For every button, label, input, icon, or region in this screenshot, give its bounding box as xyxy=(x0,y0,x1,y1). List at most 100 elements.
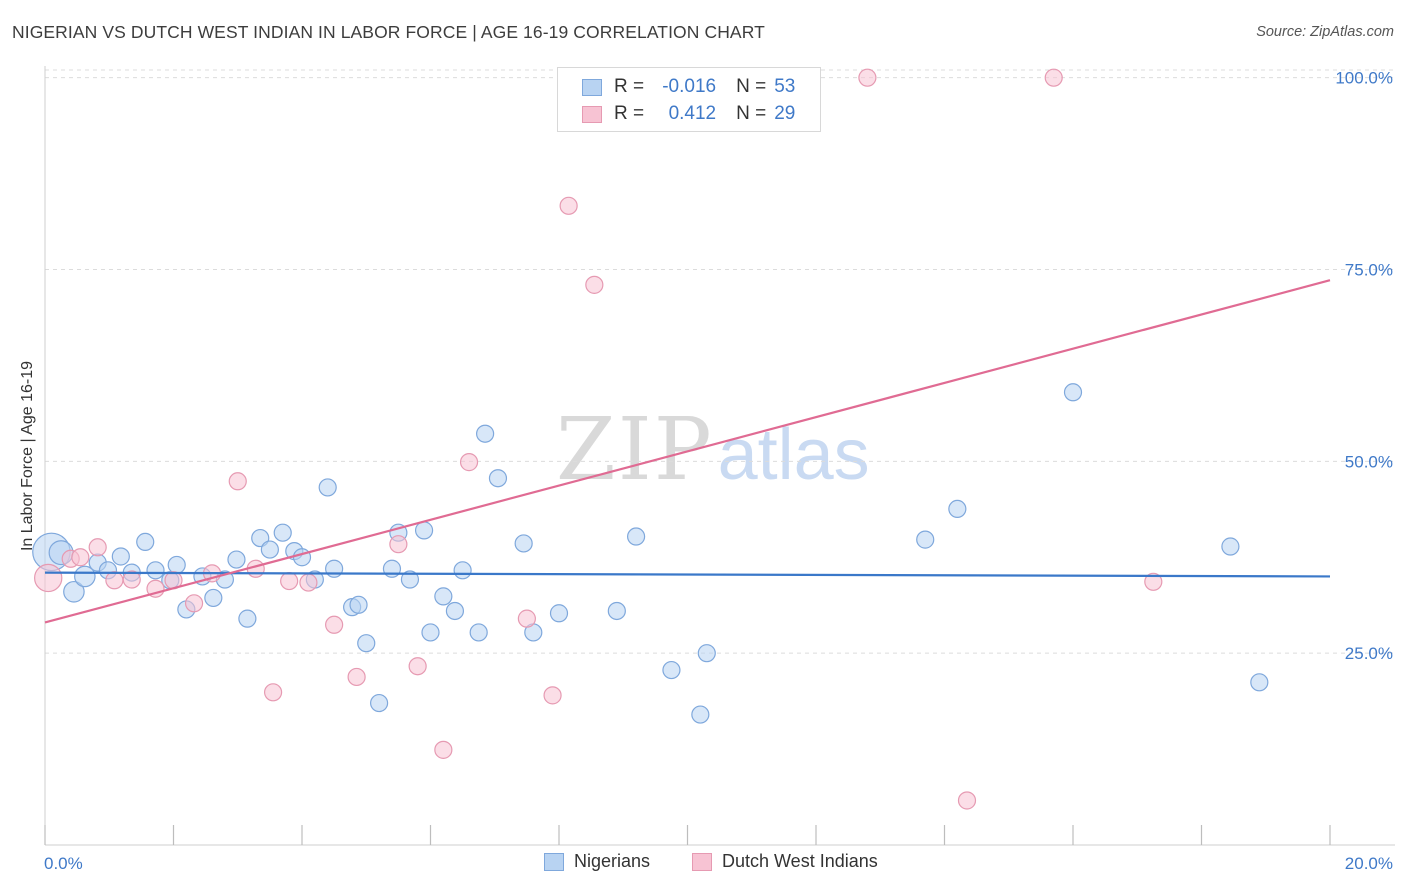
dutch-west-indian-point xyxy=(543,686,562,705)
legend-n-value: 29 xyxy=(774,103,796,124)
chart-title: NIGERIAN VS DUTCH WEST INDIAN IN LABOR F… xyxy=(12,22,765,42)
nigerian-point xyxy=(111,547,130,566)
y-tick-label: 50.0% xyxy=(1345,452,1393,471)
nigerian-point xyxy=(697,644,716,663)
dutch-west-indian-point xyxy=(585,275,604,294)
legend-row-nigerians: R = -0.016 N = 53 xyxy=(582,75,795,99)
dutch-west-indian-point xyxy=(1144,572,1163,591)
nigerian-point xyxy=(318,478,337,497)
dutch-west-indian-point xyxy=(122,570,141,589)
nigerian-point xyxy=(488,469,508,488)
nigerian-point xyxy=(469,623,488,642)
legend-r-label: R = xyxy=(614,76,645,97)
nigerian-point xyxy=(421,623,440,642)
dutch-west-indian-point xyxy=(389,535,408,554)
dutch-west-indian-point xyxy=(347,667,366,687)
nigerian-point xyxy=(292,548,312,567)
dutch-west-indian-point xyxy=(459,453,479,472)
nigerian-point xyxy=(204,588,223,608)
legend-label-nigerians: Nigerians xyxy=(574,851,651,871)
x-tick-label: 20.0% xyxy=(1345,854,1393,873)
nigerian-point xyxy=(549,604,569,623)
legend-r-value: -0.016 xyxy=(662,76,717,97)
nigerian-point xyxy=(325,559,344,578)
dutch-west-indian-point xyxy=(957,791,977,810)
nigerian-point xyxy=(476,424,495,443)
dutch-west-indian-point xyxy=(517,609,536,628)
nigerian-point xyxy=(691,705,710,724)
nigerian-point xyxy=(63,580,85,603)
nigerian-trend-line xyxy=(44,571,1331,578)
nigerian-point xyxy=(146,561,165,580)
watermark-zip: ZIP xyxy=(556,400,714,500)
legend-r-label: R = xyxy=(614,103,645,124)
legend-n-label: N = xyxy=(736,103,767,124)
tick-labels: 25.0% 50.0% 75.0% 100.0% 0.0% 20.0% xyxy=(44,69,1393,873)
data-points xyxy=(32,68,1269,810)
legend-swatch-nigerians xyxy=(544,852,564,871)
dutch-west-indian-point xyxy=(184,594,204,613)
y-tick-label: 75.0% xyxy=(1345,261,1393,280)
nigerian-point xyxy=(445,601,465,621)
nigerian-point xyxy=(514,534,533,553)
nigerian-point xyxy=(227,550,246,569)
nigerian-point xyxy=(662,660,681,680)
nigerian-point xyxy=(626,527,646,546)
legend-item-nigerians: Nigerians xyxy=(544,851,650,872)
nigerian-point xyxy=(1063,383,1083,402)
nigerian-point xyxy=(260,540,279,559)
nigerian-point xyxy=(1250,673,1269,692)
nigerian-point xyxy=(453,561,472,580)
nigerian-point xyxy=(136,532,155,552)
legend-swatch-dutch-west-indians xyxy=(692,852,712,871)
nigerian-point xyxy=(273,523,292,542)
dutch-west-indian-point xyxy=(71,548,90,567)
nigerian-point xyxy=(167,555,186,575)
nigerian-point xyxy=(948,499,967,519)
legend-r-value: 0.412 xyxy=(668,103,717,124)
dutch-west-indian-trend-line xyxy=(44,279,1331,624)
legend-swatch-dutch-west-indians xyxy=(582,105,602,123)
nigerian-point xyxy=(74,565,96,588)
legend-label-dutch-west-indians: Dutch West Indians xyxy=(722,851,878,871)
dutch-west-indian-point xyxy=(88,538,107,557)
dutch-west-indian-point xyxy=(280,571,299,591)
watermark: ZIPatlas xyxy=(556,400,870,500)
nigerian-point xyxy=(607,601,626,621)
nigerian-point xyxy=(916,530,935,549)
nigerian-point xyxy=(238,609,257,628)
legend-swatch-nigerians xyxy=(582,78,602,96)
dutch-west-indian-point xyxy=(299,573,318,592)
nigerian-point xyxy=(357,634,376,653)
nigerian-point xyxy=(349,595,368,614)
source-credit: Source: ZipAtlas.com xyxy=(1256,24,1394,40)
y-tick-label: 25.0% xyxy=(1345,644,1393,663)
nigerian-point xyxy=(414,521,434,540)
y-tick-label: 100.0% xyxy=(1335,69,1393,88)
dutch-west-indian-point xyxy=(858,68,877,87)
legend-n-label: N = xyxy=(736,76,767,97)
series-legend: Nigerians Dutch West Indians xyxy=(0,851,1406,877)
trend-lines xyxy=(44,279,1331,624)
stats-legend: R = -0.016 N = 53 R = 0.412 N = 29 xyxy=(557,67,821,132)
dutch-west-indian-point xyxy=(228,472,247,491)
watermark-atlas: atlas xyxy=(717,415,870,495)
legend-row-dutch-west-indians: R = 0.412 N = 29 xyxy=(582,102,795,126)
dutch-west-indian-point xyxy=(34,563,63,593)
nigerian-point xyxy=(1221,537,1240,556)
x-tick-label: 0.0% xyxy=(44,854,83,873)
nigerian-point xyxy=(370,693,389,713)
legend-n-value: 53 xyxy=(774,76,796,97)
dutch-west-indian-point xyxy=(1044,68,1063,87)
dutch-west-indian-point xyxy=(105,571,124,590)
dutch-west-indian-point xyxy=(559,196,578,215)
nigerian-point xyxy=(400,570,420,589)
dutch-west-indian-point xyxy=(263,683,283,702)
axes xyxy=(44,66,1395,846)
legend-item-dutch-west-indians: Dutch West Indians xyxy=(692,851,878,872)
dutch-west-indian-point xyxy=(325,615,344,634)
nigerian-point xyxy=(434,587,453,606)
dutch-west-indian-point xyxy=(434,740,453,759)
dutch-west-indian-point xyxy=(408,657,427,676)
